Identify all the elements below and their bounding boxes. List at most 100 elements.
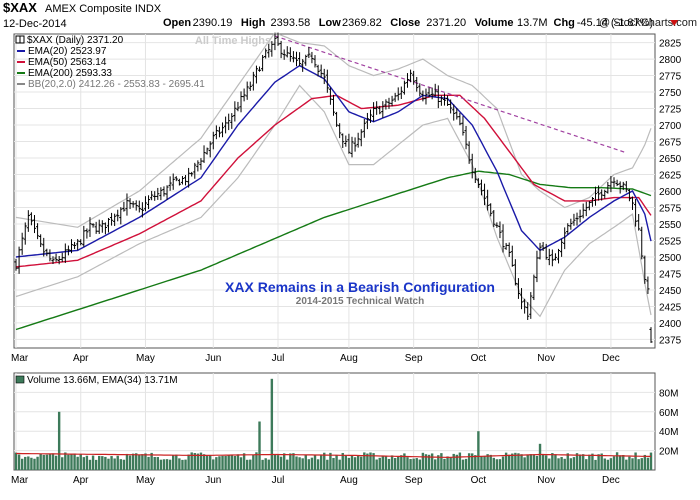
month-label-oct: Oct [471, 353, 487, 364]
volume-tick-label: 40M [659, 427, 678, 438]
volume-bar [153, 457, 156, 470]
volume-bar [230, 454, 233, 470]
price-bar [227, 113, 231, 131]
volume-bar [609, 458, 613, 470]
volume-bar [594, 459, 597, 470]
volume-bar [554, 454, 557, 470]
volume-bar [67, 454, 70, 470]
price-tick-label: 2750 [659, 88, 682, 99]
price-bar [233, 101, 237, 122]
volume-bar [110, 456, 113, 470]
month-label-jul: Jul [272, 353, 285, 364]
price-bar [76, 239, 80, 251]
volume-month-label-may: May [136, 475, 155, 486]
price-bar [467, 141, 471, 164]
volume-bar [208, 455, 212, 470]
volume-bar [304, 454, 307, 470]
price-bar [26, 210, 30, 232]
volume-bar [520, 454, 523, 470]
volume-bar [57, 411, 61, 470]
volume-bar [42, 454, 45, 470]
price-bar [122, 201, 126, 212]
quote-value-close: 2371.20 [426, 17, 466, 29]
price-bar [637, 213, 641, 231]
price-bar [476, 178, 480, 188]
index-name: AMEX Composite INDX [45, 3, 162, 15]
price-bar [646, 276, 650, 294]
price-tick-label: 2475 [659, 269, 682, 280]
volume-bar [326, 459, 329, 470]
volume-bar [597, 454, 600, 470]
month-label-aug: Aug [340, 353, 358, 364]
price-bar [230, 113, 234, 129]
price-bar [402, 80, 406, 95]
price-bar [529, 292, 533, 319]
volume-bar [310, 457, 314, 470]
price-bar [390, 95, 394, 107]
price-bar [575, 212, 579, 226]
price-bar [341, 133, 345, 148]
price-bar [544, 243, 548, 260]
volume-bars [14, 378, 653, 470]
price-tick-label: 2775 [659, 72, 682, 83]
volume-bar [181, 459, 184, 470]
price-bar [584, 201, 588, 217]
price-bar [461, 116, 465, 136]
price-bar [42, 237, 46, 257]
volume-bar [141, 454, 144, 470]
volume-bar [159, 459, 163, 470]
price-bar [32, 215, 37, 234]
price-bar [519, 288, 524, 310]
volume-tick-label: 80M [659, 388, 678, 399]
volume-bar [116, 455, 119, 470]
volume-bar [612, 456, 616, 470]
price-bar [596, 185, 601, 201]
volume-bar [430, 453, 434, 470]
bollinger-upper-line [15, 31, 652, 228]
price-bar [439, 95, 443, 106]
volume-legend: Volume 13.66M, EMA(34) 13.71M [27, 375, 178, 386]
volume-bar [606, 459, 610, 470]
price-bars [14, 32, 653, 343]
volume-bar [88, 459, 92, 470]
price-bar [319, 64, 323, 78]
price-bar [365, 112, 370, 130]
volume-bar [529, 454, 532, 470]
volume-month-label-mar: Mar [11, 475, 29, 486]
volume-bar [585, 459, 588, 470]
price-bar [581, 203, 585, 219]
price-bar [618, 181, 622, 194]
price-bar [20, 232, 24, 255]
volume-bar [415, 458, 418, 470]
volume-bar [17, 454, 21, 470]
volume-bar [196, 453, 200, 470]
bollinger-lower-line [15, 84, 652, 318]
price-bar [338, 123, 342, 139]
price-bar [116, 209, 120, 222]
price-bar [538, 242, 542, 260]
price-bar [202, 145, 206, 163]
month-label-mar: Mar [11, 353, 29, 364]
price-bar [452, 104, 456, 121]
price-bar [211, 131, 215, 150]
price-bar [63, 243, 67, 263]
volume-bar [375, 459, 378, 470]
volume-bar [418, 459, 422, 470]
price-bar [156, 187, 160, 200]
volume-bar [458, 452, 462, 470]
price-bar [603, 189, 607, 199]
volume-bar [434, 459, 437, 470]
month-label-jun: Jun [205, 353, 221, 364]
volume-bar [397, 456, 400, 470]
volume-month-label-jul: Jul [272, 475, 285, 486]
volume-bar [33, 458, 36, 470]
volume-bar [91, 455, 95, 470]
volume-bar [239, 457, 243, 470]
volume-bar [273, 454, 277, 470]
price-bar [405, 73, 410, 88]
price-bar [109, 212, 114, 226]
chart-date: 12-Dec-2014 [3, 18, 67, 30]
volume-bar [122, 459, 126, 470]
price-bar [57, 256, 61, 265]
